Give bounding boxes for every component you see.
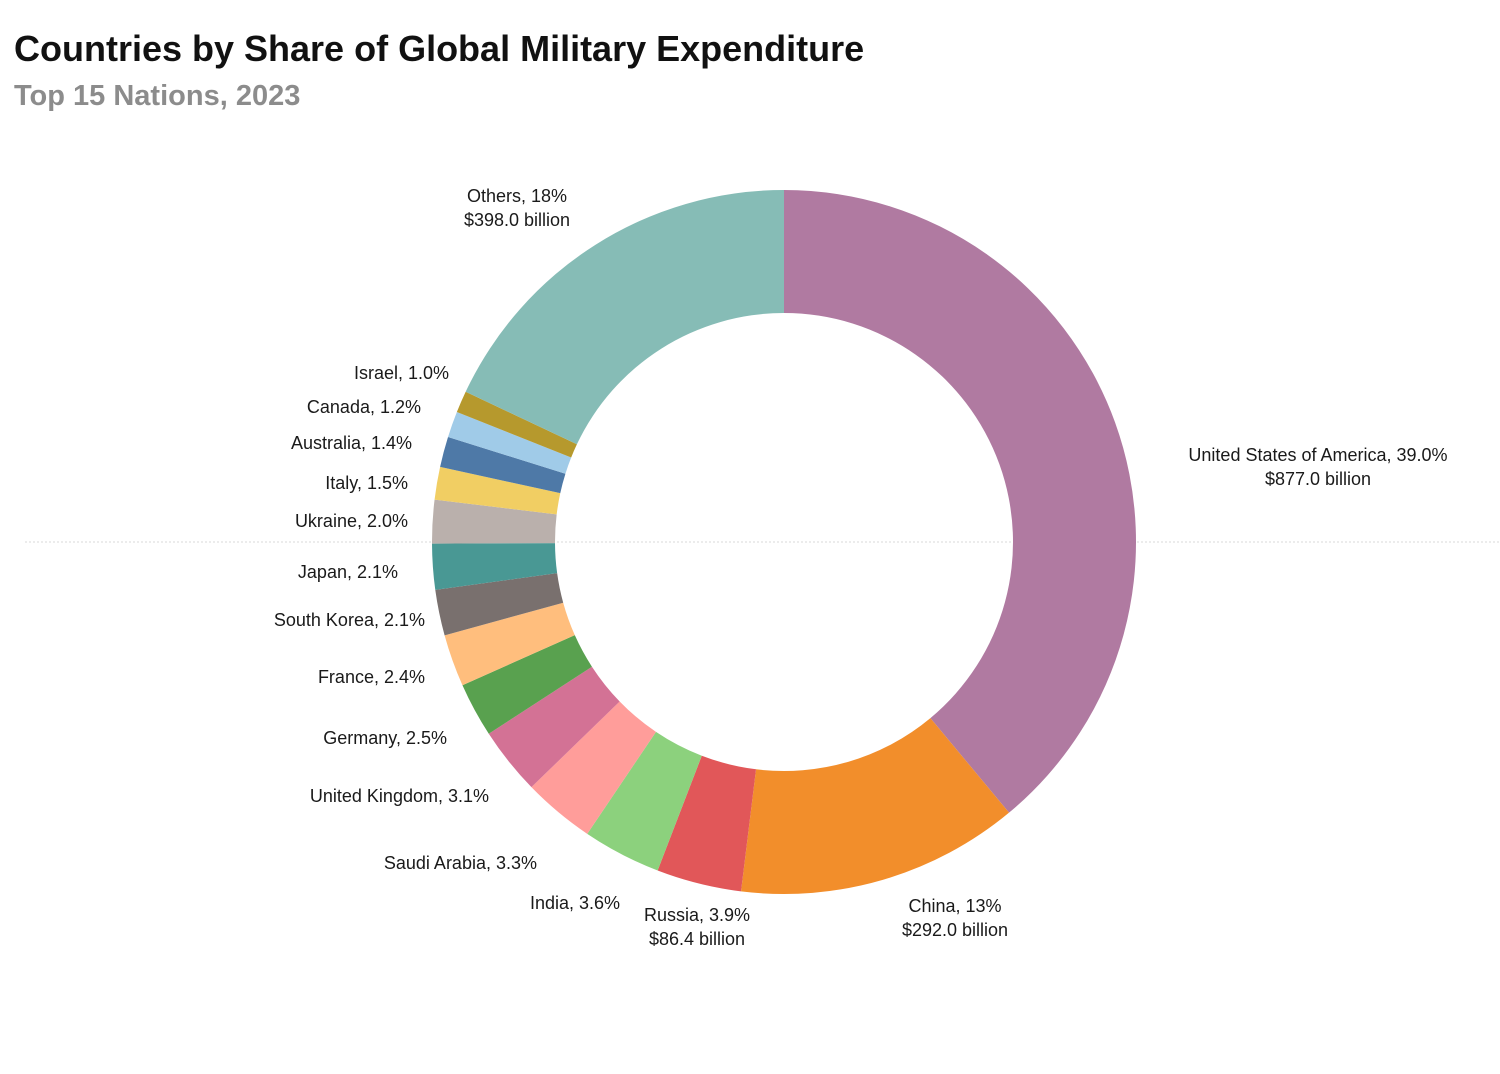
label-united-kingdom: United Kingdom, 3.1%	[310, 786, 489, 806]
label-india: India, 3.6%	[530, 893, 620, 913]
label-south-korea: South Korea, 2.1%	[274, 610, 425, 630]
slice-germany	[462, 635, 592, 734]
slice-australia	[440, 437, 566, 494]
label-italy: Italy, 1.5%	[325, 473, 408, 493]
label-ukraine: Ukraine, 2.0%	[295, 511, 408, 531]
slice-others	[465, 190, 784, 445]
chart-subtitle: Top 15 Nations, 2023	[14, 80, 301, 112]
slice-france	[444, 602, 575, 686]
label-japan: Japan, 2.1%	[298, 562, 398, 582]
chart-title: Countries by Share of Global Military Ex…	[14, 28, 865, 69]
slice-russia	[657, 755, 757, 892]
label-canada: Canada, 1.2%	[307, 397, 421, 417]
label-united-states-of-america: United States of America, 39.0%	[1188, 445, 1447, 465]
value-label-russia: $86.4 billion	[649, 929, 745, 949]
slice-china	[741, 718, 1010, 894]
value-label-united-states-of-america: $877.0 billion	[1265, 469, 1371, 489]
label-china: China, 13%	[908, 896, 1001, 916]
label-france: France, 2.4%	[318, 667, 425, 687]
label-saudi-arabia: Saudi Arabia, 3.3%	[384, 853, 537, 873]
label-australia: Australia, 1.4%	[291, 433, 412, 453]
label-israel: Israel, 1.0%	[354, 363, 449, 383]
slice-united-states-of-america	[784, 190, 1137, 813]
slice-italy	[434, 466, 561, 515]
slice-united-kingdom	[488, 666, 620, 788]
value-label-others: $398.0 billion	[464, 210, 570, 230]
value-label-china: $292.0 billion	[902, 920, 1008, 940]
slice-israel	[456, 391, 577, 458]
slice-canada	[448, 412, 572, 474]
slice-india	[587, 731, 702, 871]
slice-saudi-arabia	[531, 701, 656, 834]
slice-ukraine	[432, 499, 557, 544]
label-russia: Russia, 3.9%	[644, 905, 750, 925]
label-others: Others, 18%	[467, 186, 567, 206]
label-germany: Germany, 2.5%	[323, 728, 447, 748]
slice-south-korea	[435, 573, 564, 636]
slice-japan	[432, 543, 558, 590]
